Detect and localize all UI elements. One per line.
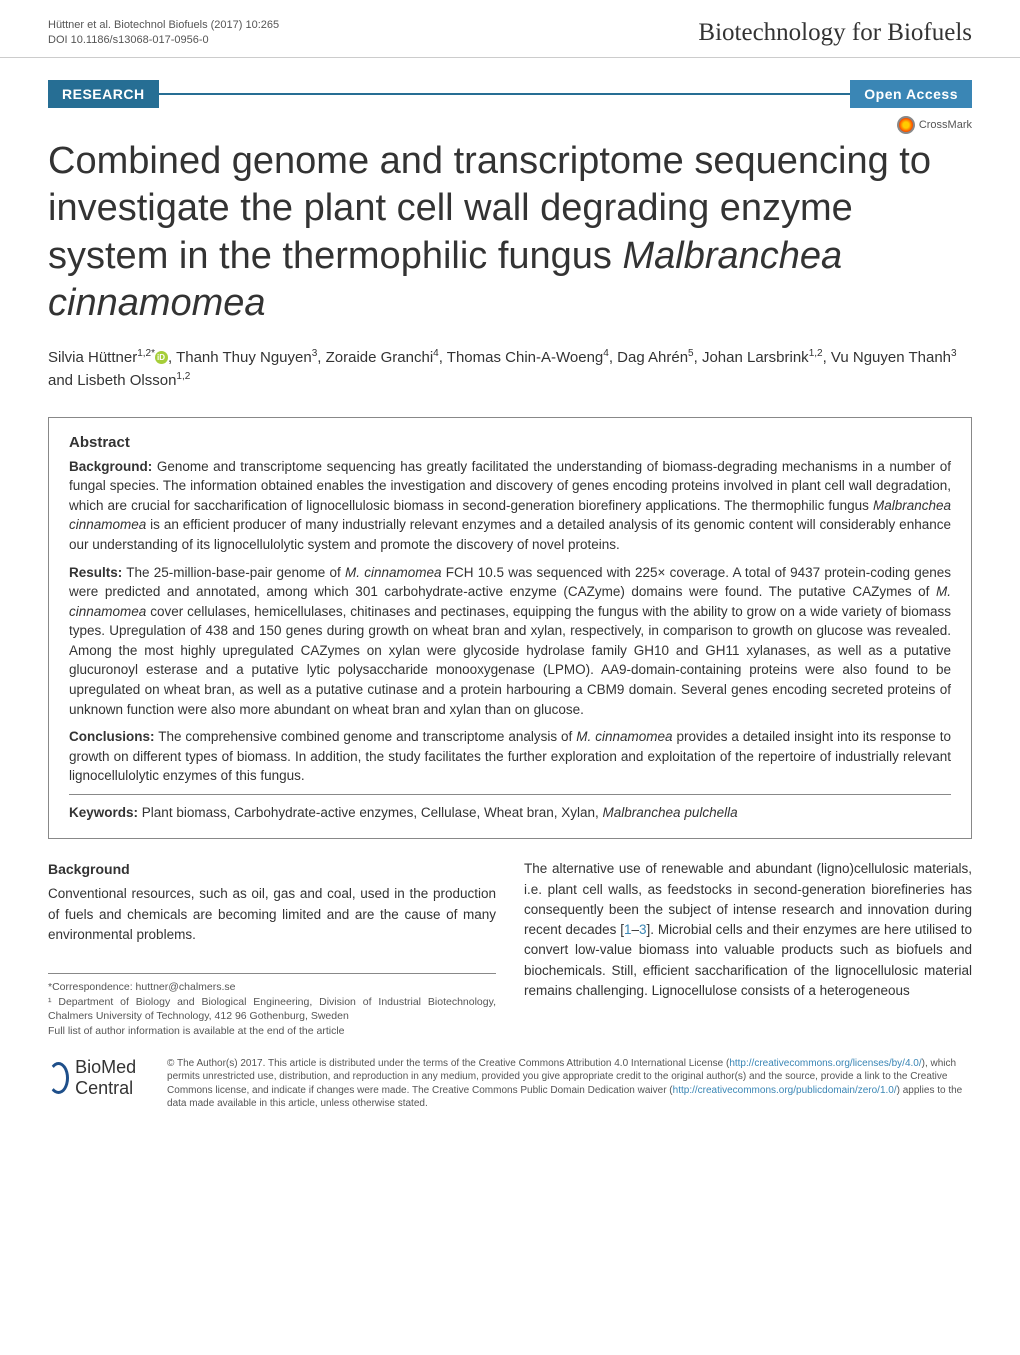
title-text: Combined genome and transcriptome sequen… [48, 140, 931, 325]
conclusions-label: Conclusions: [69, 729, 155, 744]
results-text: The 25-million-base-pair genome of M. ci… [69, 565, 951, 717]
citation-block: Hüttner et al. Biotechnol Biofuels (2017… [48, 18, 279, 49]
logo-bold: BioMed [75, 1057, 136, 1077]
background-text: Genome and transcriptome sequencing has … [69, 459, 951, 552]
results-label: Results: [69, 565, 122, 580]
article-title: Combined genome and transcriptome sequen… [48, 138, 950, 328]
divider-line [159, 93, 851, 95]
doi: DOI 10.1186/s13068-017-0956-0 [48, 33, 279, 48]
author-list: Silvia Hüttner1,2*, Thanh Thuy Nguyen3, … [48, 346, 972, 393]
abstract-conclusions: Conclusions: The comprehensive combined … [69, 727, 951, 786]
biomed-logo: BioMed Central [48, 1057, 147, 1099]
full-list-note: Full list of author information is avail… [48, 1024, 496, 1039]
open-access-badge: Open Access [850, 80, 972, 108]
affiliation: ¹ Department of Biology and Biological E… [48, 995, 496, 1024]
badge-row: RESEARCH Open Access [48, 80, 972, 108]
license-text: © The Author(s) 2017. This article is di… [167, 1057, 972, 1111]
ref-link[interactable]: 3 [639, 922, 647, 937]
journal-name: Biotechnology for Biofuels [698, 19, 972, 47]
biomed-swirl-icon [48, 1062, 69, 1094]
logo-light: Central [75, 1078, 133, 1098]
citation: Hüttner et al. Biotechnol Biofuels (2017… [48, 18, 279, 33]
crossmark-badge[interactable]: CrossMark [0, 116, 972, 134]
research-badge: RESEARCH [48, 80, 159, 108]
col1-paragraph: Conventional resources, such as oil, gas… [48, 884, 496, 945]
crossmark-label: CrossMark [919, 119, 972, 131]
body-columns: Background Conventional resources, such … [48, 859, 972, 1039]
ref-link[interactable]: 1 [624, 922, 632, 937]
abstract-results: Results: The 25-million-base-pair genome… [69, 563, 951, 720]
col2-paragraph: The alternative use of renewable and abu… [524, 859, 972, 1001]
conclusions-text: The comprehensive combined genome and tr… [69, 729, 951, 783]
footer-row: BioMed Central © The Author(s) 2017. Thi… [48, 1057, 972, 1111]
background-label: Background: [69, 459, 152, 474]
biomed-text: BioMed Central [75, 1057, 147, 1099]
keywords-text: Plant biomass, Carbohydrate-active enzym… [142, 805, 738, 820]
waiver-link[interactable]: http://creativecommons.org/publicdomain/… [673, 1085, 897, 1096]
abstract-background: Background: Genome and transcriptome seq… [69, 457, 951, 555]
column-right: The alternative use of renewable and abu… [524, 859, 972, 1039]
keywords-row: Keywords: Plant biomass, Carbohydrate-ac… [69, 794, 951, 823]
crossmark-icon [897, 116, 915, 134]
column-left: Background Conventional resources, such … [48, 859, 496, 1039]
abstract-heading: Abstract [69, 434, 951, 451]
footnote-block: *Correspondence: huttner@chalmers.se ¹ D… [48, 973, 496, 1039]
abstract-box: Abstract Background: Genome and transcri… [48, 417, 972, 840]
background-heading: Background [48, 859, 496, 880]
page-header: Hüttner et al. Biotechnol Biofuels (2017… [0, 0, 1020, 58]
correspondence: *Correspondence: huttner@chalmers.se [48, 980, 496, 995]
keywords-label: Keywords: [69, 805, 138, 820]
license-link[interactable]: http://creativecommons.org/licenses/by/4… [729, 1058, 921, 1069]
